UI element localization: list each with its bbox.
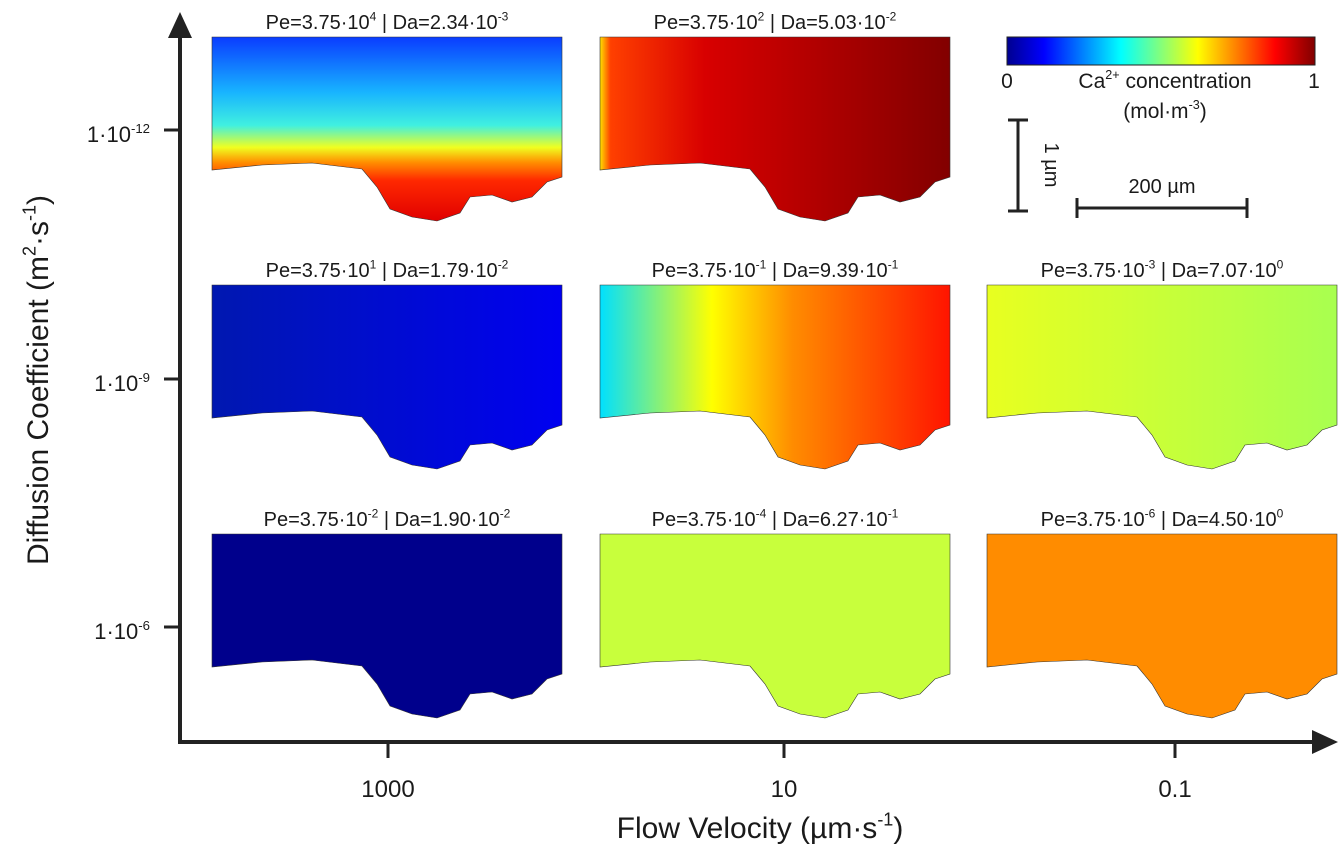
y-tick-label-part: 1·10 [94, 619, 138, 644]
panel-title-part: | Da=2.34·10 [376, 12, 497, 34]
panel [211, 533, 563, 719]
panel-title: Pe=3.75·101 | Da=1.79·10-2 [266, 258, 509, 282]
panel-title-sup: -1 [888, 507, 899, 521]
y-tick-label: 1·10-9 [94, 370, 150, 396]
y-tick-label-sup: -9 [138, 370, 150, 385]
panel-title-sup: 2 [758, 10, 765, 24]
panel [211, 284, 563, 470]
y-axis-title-sup: 2 [19, 246, 39, 256]
panel-title-sup: -4 [756, 507, 767, 521]
y-axis-title-sup: -1 [19, 205, 39, 221]
panel-title-part: | Da=4.50·10 [1155, 509, 1276, 531]
panel-title: Pe=3.75·102 | Da=5.03·10-2 [654, 10, 897, 34]
y-axis-title-part: ) [22, 195, 55, 205]
y-tick-label: 1·10-12 [87, 121, 150, 147]
axes [168, 12, 1338, 754]
panel-title-sup: -2 [886, 10, 897, 24]
colorbar-min: 0 [1001, 70, 1013, 93]
y-tick-label-part: 1·10 [87, 122, 131, 147]
y-tick-label-sup: -12 [131, 121, 150, 136]
panel-title-sup: -2 [498, 258, 509, 272]
panel-title: Pe=3.75·104 | Da=2.34·10-3 [266, 10, 509, 34]
panel-title-sup: 0 [1277, 258, 1284, 272]
panel-title: Pe=3.75·10-6 | Da=4.50·100 [1041, 507, 1284, 531]
panel-title: Pe=3.75·10-3 | Da=7.07·100 [1041, 258, 1284, 282]
panel [986, 533, 1338, 719]
y-axis-title-part: ·s [22, 221, 55, 246]
panel-title-part: | Da=1.90·10 [378, 509, 499, 531]
y-axis-title-part: Diffusion Coefficient (m [22, 256, 55, 565]
panel-title: Pe=3.75·10-4 | Da=6.27·10-1 [652, 507, 899, 531]
scale-bar-label: 200 µm [1128, 176, 1195, 198]
colorbar-units-part: ) [1200, 100, 1207, 123]
panel-title-sup: -2 [368, 507, 379, 521]
colorbar-label: Ca2+ concentration [1078, 68, 1251, 93]
panel-title-sup: -2 [500, 507, 511, 521]
colorbar-label-part: concentration [1120, 70, 1252, 93]
x-axis-title-part: Flow Velocity (µm·s [617, 812, 878, 845]
x-tick-label: 1000 [361, 776, 414, 803]
x-axis-title-part: ) [893, 812, 903, 845]
panel-title-part: | Da=7.07·10 [1155, 260, 1276, 282]
panel-title-sup: -3 [498, 10, 509, 24]
panel-title-sup: -1 [888, 258, 899, 272]
x-axis-title-sup: -1 [877, 809, 893, 829]
panel-title-part: | Da=1.79·10 [376, 260, 497, 282]
panel-title-part: | Da=6.27·10 [766, 509, 887, 531]
panel-title-part: Pe=3.75·10 [266, 12, 370, 34]
x-tick-label: 0.1 [1158, 776, 1191, 803]
panel-title-part: | Da=5.03·10 [764, 12, 885, 34]
panel-title: Pe=3.75·10-1 | Da=9.39·10-1 [652, 258, 899, 282]
x-axis-arrow [1312, 730, 1338, 754]
panel-title-sup: 1 [370, 258, 377, 272]
panel-title: Pe=3.75·10-2 | Da=1.90·10-2 [264, 507, 511, 531]
panel-title-sup: 4 [370, 10, 377, 24]
colorbar-units: (mol·m-3) [1123, 98, 1207, 123]
panel-title-sup: -3 [1145, 258, 1156, 272]
colorbar-label-part: Ca [1078, 70, 1105, 93]
colorbar-units-part: (mol·m [1123, 100, 1188, 123]
colorbar-max: 1 [1308, 70, 1320, 93]
panel-title-part: | Da=9.39·10 [766, 260, 887, 282]
panel [599, 36, 951, 222]
y-tick-label: 1·10-6 [94, 618, 150, 644]
panel-title-sup: -1 [756, 258, 767, 272]
panel [599, 533, 951, 719]
x-tick-label: 10 [771, 776, 798, 803]
y-axis-title: Diffusion Coefficient (m2·s-1) [19, 195, 55, 565]
panel-title-sup: 0 [1277, 507, 1284, 521]
scale-bar-label: 1 µm [1040, 143, 1062, 188]
panel-title-part: Pe=3.75·10 [652, 260, 756, 282]
y-tick-label-part: 1·10 [94, 371, 138, 396]
panel-title-part: Pe=3.75·10 [652, 509, 756, 531]
panel-title-part: Pe=3.75·10 [266, 260, 370, 282]
colorbar-label-sup: 2+ [1105, 68, 1119, 82]
panel [211, 36, 563, 222]
scale-bars [1008, 118, 1249, 218]
y-tick-label-sup: -6 [138, 618, 150, 633]
y-axis-arrow [168, 12, 192, 38]
panel [599, 284, 951, 470]
panel [986, 284, 1338, 470]
panel-title-part: Pe=3.75·10 [1041, 509, 1145, 531]
panel-title-part: Pe=3.75·10 [654, 12, 758, 34]
panel-title-part: Pe=3.75·10 [1041, 260, 1145, 282]
panel-title-sup: -6 [1145, 507, 1156, 521]
colorbar [1006, 36, 1316, 66]
panel-title-part: Pe=3.75·10 [264, 509, 368, 531]
colorbar-units-sup: -3 [1189, 98, 1200, 112]
x-axis-title: Flow Velocity (µm·s-1) [617, 809, 904, 845]
